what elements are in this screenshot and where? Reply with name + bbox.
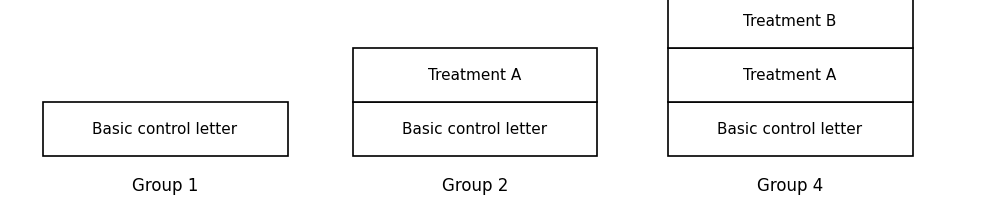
FancyBboxPatch shape <box>668 102 912 156</box>
Text: Treatment A: Treatment A <box>428 68 522 82</box>
FancyBboxPatch shape <box>668 48 912 102</box>
Text: Group 1: Group 1 <box>132 177 198 195</box>
FancyBboxPatch shape <box>352 102 597 156</box>
FancyBboxPatch shape <box>352 48 597 102</box>
Text: Basic control letter: Basic control letter <box>92 121 238 136</box>
Text: Basic control letter: Basic control letter <box>402 121 548 136</box>
Text: Treatment A: Treatment A <box>743 68 837 82</box>
Text: Treatment B: Treatment B <box>743 14 837 28</box>
FancyBboxPatch shape <box>43 102 288 156</box>
Text: Basic control letter: Basic control letter <box>717 121 863 136</box>
FancyBboxPatch shape <box>668 0 912 48</box>
Text: Group 2: Group 2 <box>442 177 508 195</box>
Text: Group 4: Group 4 <box>757 177 823 195</box>
